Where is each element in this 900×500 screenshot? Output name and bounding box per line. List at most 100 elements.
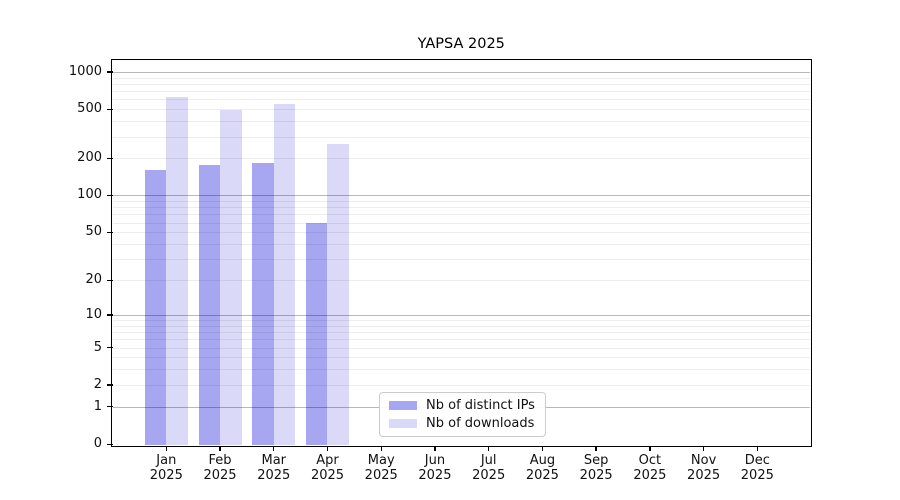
gridline-minor-50: [112, 232, 810, 234]
x-tick-year-text: 2025: [525, 468, 559, 483]
gridline-minor-90: [112, 201, 810, 203]
gridline-minor-7: [112, 332, 810, 334]
x-tick-label-feb: Feb 2025: [188, 453, 252, 484]
bar-distinct-ips-mar: [252, 162, 274, 445]
y-tick-50: [106, 231, 113, 234]
legend-label-distinct-ips: Nb of distinct IPs: [426, 398, 535, 413]
y-tick-1: [106, 406, 113, 408]
x-tick-jun: [434, 446, 436, 451]
x-tick-month-text: Jun: [424, 452, 446, 468]
gridline-minor-800: [112, 83, 810, 85]
x-tick-month-text: Mar: [261, 452, 287, 468]
gridline-minor-400: [112, 121, 810, 123]
y-tick-label-5: 5: [93, 339, 102, 355]
x-tick-year-text: 2025: [418, 468, 452, 483]
gridline-minor-300: [112, 136, 810, 138]
x-tick-year-text: 2025: [687, 468, 721, 483]
gridline-minor-500: [112, 109, 810, 111]
gridline-major-100: [112, 195, 810, 197]
x-tick-label-sep: Sep 2025: [564, 453, 628, 484]
gridline-minor-5: [112, 347, 810, 349]
x-tick-month-text: Oct: [638, 452, 662, 468]
y-tick-label-2: 2: [93, 376, 102, 392]
y-tick-label-500: 500: [77, 101, 102, 117]
gridline-minor-700: [112, 91, 810, 93]
gridline-minor-600: [112, 99, 810, 101]
x-tick-year-text: 2025: [310, 468, 345, 483]
y-tick-200: [106, 157, 113, 160]
x-tick-year-text: 2025: [633, 468, 667, 483]
gridline-minor-60: [112, 222, 810, 224]
x-tick-year-text: 2025: [364, 468, 398, 483]
x-tick-jul: [488, 446, 490, 451]
x-tick-label-mar: Mar 2025: [242, 453, 306, 484]
legend-swatch-downloads-icon: [389, 418, 417, 429]
y-tick-100: [106, 194, 113, 197]
bar-distinct-ips-jan: [144, 170, 167, 445]
gridline-major-10: [112, 314, 810, 316]
x-tick-month-text: Feb: [208, 452, 232, 468]
x-tick-month-text: Apr: [316, 452, 339, 468]
legend-swatch-distinct-ips-icon: [389, 400, 417, 411]
y-tick-label-1: 1: [93, 398, 102, 414]
x-tick-feb: [219, 446, 221, 451]
x-tick-month-text: Jul: [480, 452, 497, 468]
gridline-minor-2: [112, 384, 810, 386]
x-tick-label-apr: Apr 2025: [295, 453, 359, 484]
bar-downloads-jan: [166, 96, 188, 445]
x-tick-label-may: May 2025: [349, 453, 413, 484]
x-tick-year-text: 2025: [203, 468, 237, 483]
x-tick-label-dec: Dec 2025: [725, 453, 789, 484]
x-tick-month-text: Sep: [583, 452, 609, 468]
gridline-minor-80: [112, 207, 810, 209]
x-tick-month-text: Aug: [529, 452, 556, 468]
gridline-minor-200: [112, 158, 810, 160]
y-tick-label-0: 0: [93, 436, 102, 451]
x-tick-mar: [273, 446, 275, 451]
y-tick-label-50: 50: [85, 224, 102, 240]
legend-label-downloads: Nb of downloads: [426, 416, 535, 431]
x-tick-oct: [649, 446, 651, 451]
y-tick-label-200: 200: [77, 150, 102, 166]
y-tick-label-100: 100: [77, 187, 102, 203]
y-tick-0: [106, 443, 113, 445]
x-tick-month-text: Dec: [744, 452, 770, 468]
gridline-minor-900: [112, 77, 810, 79]
plot-area: [112, 60, 810, 445]
gridline-minor-4: [112, 357, 810, 359]
x-tick-label-oct: Oct 2025: [618, 453, 682, 484]
y-tick-label-1000: 1000: [68, 63, 102, 79]
bar-downloads-feb: [220, 109, 242, 445]
y-tick-label-10: 10: [85, 306, 102, 322]
x-tick-sep: [595, 446, 597, 451]
gridline-minor-70: [112, 214, 810, 216]
x-tick-year-text: 2025: [149, 468, 183, 483]
x-tick-month-text: Jan: [156, 452, 177, 468]
x-tick-nov: [702, 446, 705, 451]
x-tick-apr: [326, 446, 329, 451]
y-tick-1000: [106, 71, 113, 73]
y-tick-label-20: 20: [85, 272, 102, 288]
gridline-minor-30: [112, 259, 810, 261]
x-tick-label-aug: Aug 2025: [510, 453, 574, 484]
x-tick-year-text: 2025: [740, 468, 774, 483]
gridline-minor-40: [112, 244, 810, 245]
x-tick-label-jun: Jun 2025: [403, 453, 467, 484]
bar-downloads-mar: [273, 104, 296, 445]
x-tick-month-text: Nov: [690, 452, 717, 468]
x-tick-dec: [756, 446, 758, 451]
x-tick-month-text: May: [367, 452, 395, 468]
gridline-minor-6: [112, 339, 810, 341]
legend-item-downloads: Nb of downloads: [389, 415, 537, 432]
x-tick-aug: [541, 446, 544, 451]
y-tick-20: [106, 279, 113, 281]
chart-title: YAPSA 2025: [417, 36, 505, 52]
gridline-major-1000: [112, 71, 810, 73]
x-tick-year-text: 2025: [579, 468, 613, 483]
gridline-minor-20: [112, 280, 810, 282]
bar-distinct-ips-apr: [305, 222, 328, 445]
bar-distinct-ips-feb: [198, 164, 221, 445]
x-tick-may: [380, 446, 382, 451]
gridline-minor-3: [112, 369, 810, 371]
